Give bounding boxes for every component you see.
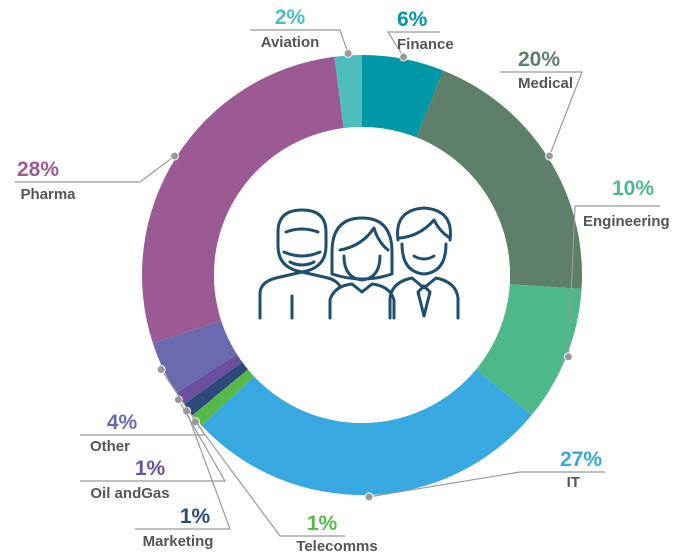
leader-dot [171, 152, 179, 160]
category-label: Oil andGas [90, 485, 169, 502]
category-label: Aviation [261, 34, 320, 51]
value-label: 10% [612, 177, 654, 200]
value-label: 20% [518, 48, 560, 71]
leader-dot [564, 353, 572, 361]
leader-dot [157, 366, 165, 374]
category-label: IT [567, 474, 580, 491]
category-label: Finance [397, 36, 454, 53]
category-label: Engineering [583, 213, 670, 230]
value-label: 4% [107, 411, 138, 434]
category-label: Other [90, 438, 130, 455]
value-label: 1% [135, 457, 166, 480]
category-label: Medical [518, 75, 573, 92]
value-label: 28% [17, 158, 59, 181]
chart: 6% Finance 20% Medical 10% Engineering 27% IT 1%… [0, 0, 686, 554]
category-label: Telecomms [296, 538, 377, 554]
leader-dot [545, 152, 553, 160]
value-label: 6% [397, 8, 428, 31]
value-label: 1% [180, 505, 211, 528]
value-label: 2% [275, 6, 306, 29]
donut-hole [214, 127, 510, 423]
leader-dot [400, 53, 408, 61]
value-label: 1% [307, 512, 338, 535]
category-label: Pharma [20, 186, 76, 203]
value-label: 27% [560, 448, 602, 471]
leader-dot [365, 493, 373, 501]
leader-dot [344, 49, 352, 57]
category-label: Marketing [143, 533, 214, 550]
